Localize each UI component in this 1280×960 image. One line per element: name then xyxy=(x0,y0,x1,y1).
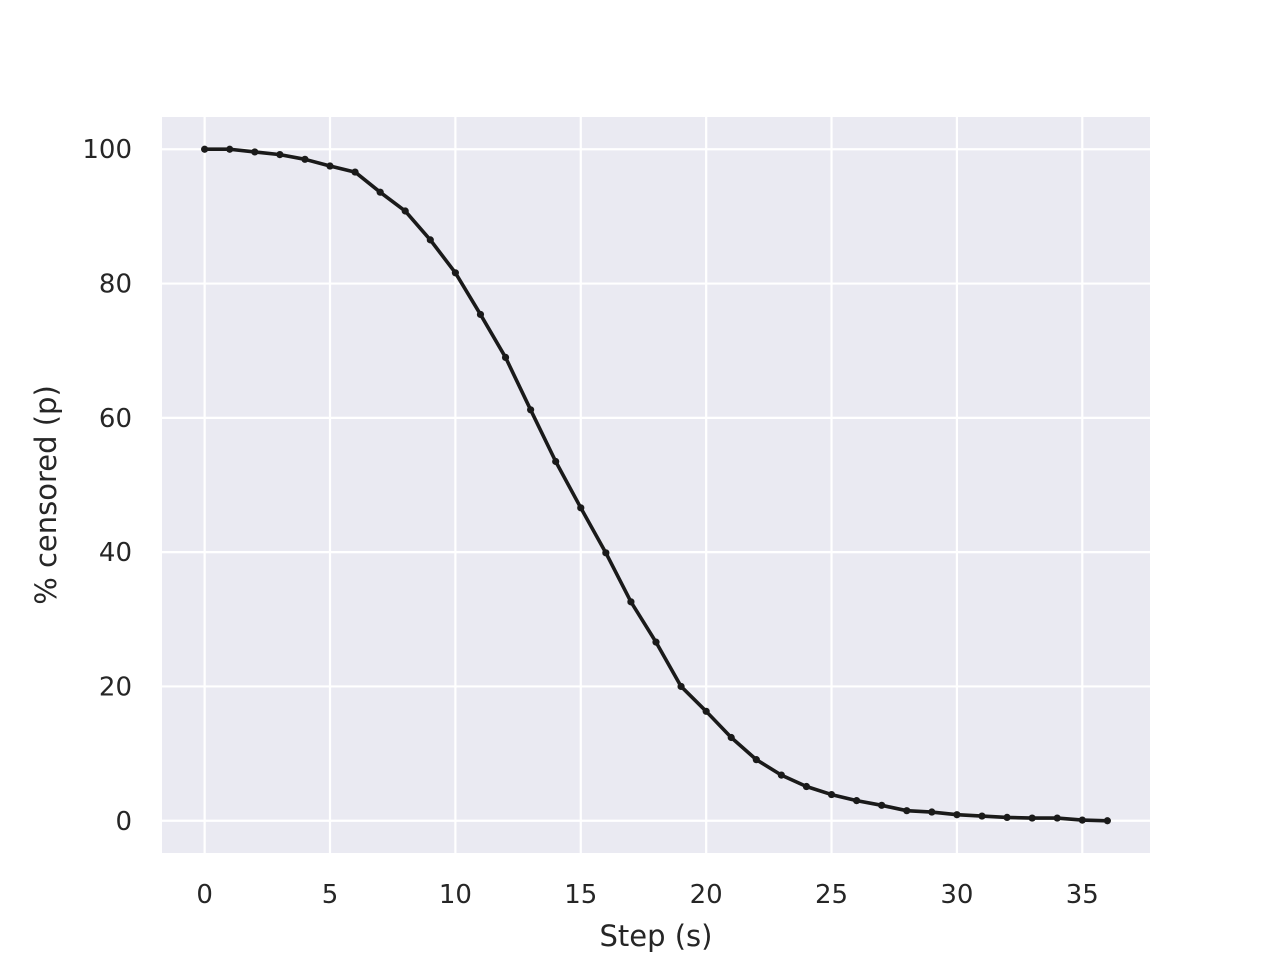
data-point xyxy=(1028,814,1036,822)
data-point xyxy=(903,807,911,815)
x-axis-ticks: 0 5 10 15 20 25 30 35 xyxy=(196,880,1098,910)
data-point xyxy=(827,790,836,799)
x-tick-label: 35 xyxy=(1066,880,1099,910)
y-tick-label: 40 xyxy=(99,538,132,568)
data-point xyxy=(677,682,685,691)
data-point xyxy=(426,236,434,244)
data-point xyxy=(878,801,886,809)
x-tick-label: 20 xyxy=(690,880,723,910)
series-layer xyxy=(201,145,1111,825)
data-point xyxy=(1003,813,1011,822)
data-point xyxy=(527,406,535,414)
data-point xyxy=(627,598,635,606)
y-axis-label: % censored (p) xyxy=(29,385,63,605)
x-axis-label: Step (s) xyxy=(600,919,713,953)
data-point xyxy=(802,782,811,791)
x-tick-label: 5 xyxy=(322,880,339,910)
data-point xyxy=(953,811,961,819)
x-tick-label: 15 xyxy=(564,880,597,910)
data-point xyxy=(1053,814,1061,822)
data-point xyxy=(201,145,209,153)
x-tick-label: 10 xyxy=(439,880,472,910)
data-point xyxy=(501,353,510,362)
data-point xyxy=(226,145,234,153)
data-point xyxy=(376,188,384,196)
data-point xyxy=(326,162,334,170)
data-point xyxy=(752,756,760,764)
data-point xyxy=(552,457,560,466)
data-point xyxy=(1103,817,1111,825)
data-point xyxy=(301,155,309,163)
y-axis-ticks: 0 20 40 60 80 100 xyxy=(82,135,132,837)
x-tick-label: 0 xyxy=(196,880,213,910)
data-point xyxy=(928,808,936,816)
y-tick-label: 100 xyxy=(82,135,132,165)
data-point xyxy=(777,771,785,779)
data-point xyxy=(652,638,660,646)
data-point xyxy=(251,148,259,156)
data-point xyxy=(602,549,610,557)
data-point xyxy=(577,504,585,512)
y-tick-label: 80 xyxy=(99,270,132,300)
data-point xyxy=(276,151,284,159)
data-point xyxy=(476,310,485,319)
data-point xyxy=(401,207,409,215)
y-tick-label: 60 xyxy=(99,404,132,434)
x-tick-label: 30 xyxy=(940,880,973,910)
data-point xyxy=(1078,816,1086,824)
y-tick-label: 0 xyxy=(115,807,132,837)
data-point xyxy=(351,168,359,176)
y-tick-label: 20 xyxy=(99,672,132,702)
data-point xyxy=(978,812,986,820)
plot-area xyxy=(162,117,1150,853)
data-point xyxy=(702,707,710,715)
data-point xyxy=(727,733,735,742)
data-point xyxy=(451,269,459,277)
data-point xyxy=(853,797,861,805)
grid-lines xyxy=(162,117,1150,853)
x-tick-label: 25 xyxy=(815,880,848,910)
